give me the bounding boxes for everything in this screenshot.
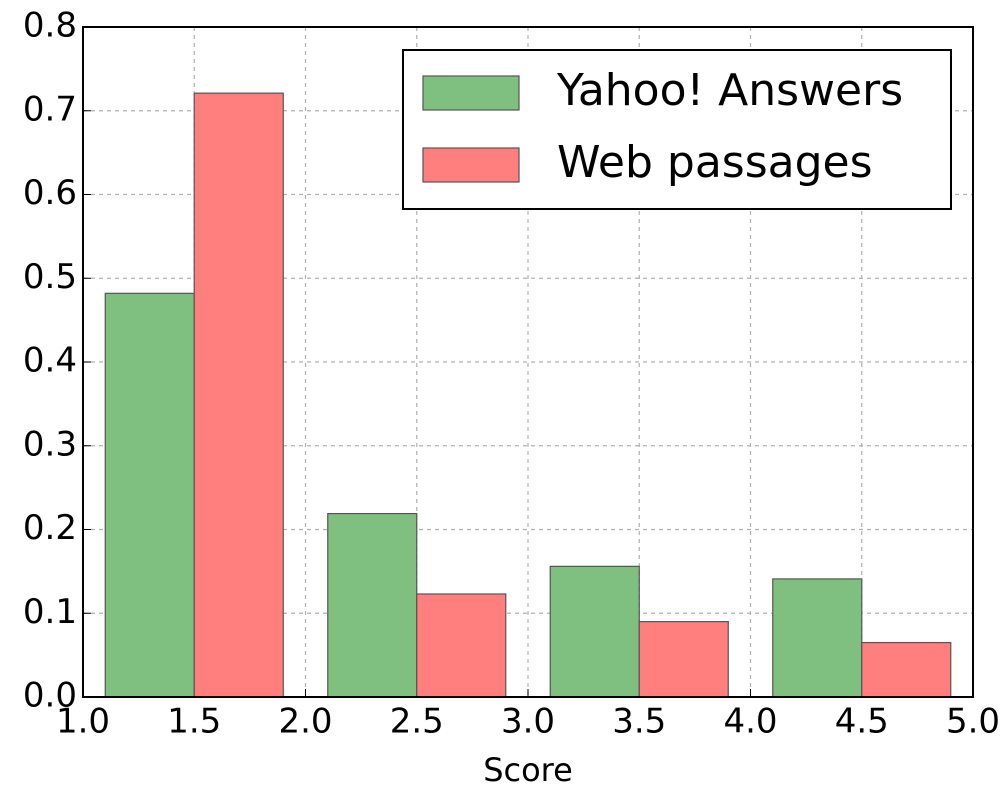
bar	[416, 593, 507, 698]
x-tick-label: 3.5	[612, 702, 666, 742]
legend-swatch	[422, 75, 520, 111]
bar	[638, 621, 729, 698]
bar	[549, 565, 640, 698]
y-tick-label: 0.7	[23, 89, 77, 129]
y-tick-label: 0.3	[23, 424, 77, 464]
x-tick-label: 1.5	[167, 702, 221, 742]
x-tick-label: 4.5	[835, 702, 889, 742]
x-tick-label: 5.0	[946, 702, 1000, 742]
x-tick-label: 3.0	[501, 702, 555, 742]
bar	[104, 292, 195, 698]
bar	[861, 641, 952, 698]
y-tick-label: 0.6	[23, 173, 77, 213]
x-tick-label: 2.5	[390, 702, 444, 742]
y-tick-label: 0.0	[23, 676, 77, 716]
y-tick-label: 0.1	[23, 592, 77, 632]
bar	[193, 92, 284, 698]
x-tick-label: 2.0	[278, 702, 332, 742]
legend-label: Yahoo! Answers	[556, 65, 903, 116]
legend-label: Web passages	[557, 137, 873, 188]
x-axis-label: Score	[483, 751, 573, 789]
x-tick-label: 1.0	[56, 702, 110, 742]
plot-frame	[82, 26, 974, 698]
y-tick-label: 0.5	[23, 257, 77, 297]
y-tick-label: 0.4	[23, 341, 77, 381]
legend-swatch	[422, 147, 520, 183]
y-tick-label: 0.8	[23, 6, 77, 46]
bar	[772, 578, 863, 698]
bar	[327, 512, 418, 698]
y-tick-label: 0.2	[23, 508, 77, 548]
x-tick-label: 4.0	[723, 702, 777, 742]
